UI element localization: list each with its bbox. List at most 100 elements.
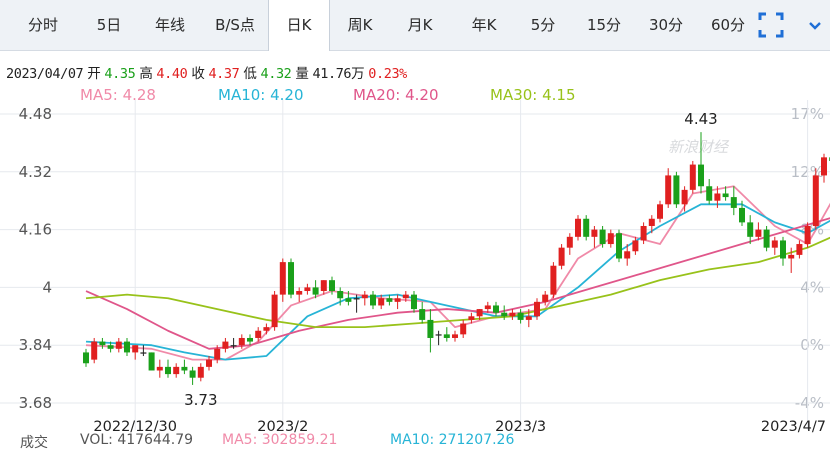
y-tick-label: 3.84	[19, 336, 52, 354]
change-value: 0.23%	[368, 66, 407, 82]
candle-body	[591, 229, 598, 237]
candle-body	[460, 323, 467, 335]
candle-body	[640, 225, 647, 241]
candle-body	[648, 218, 655, 226]
candlestick-chart[interactable]: 4.48 17%4.32 12%4.16 8%4 4%3.84 0%3.68 -4%2022…	[0, 100, 830, 443]
candle-body	[739, 207, 745, 223]
candle-body	[329, 280, 335, 292]
candle-body	[714, 193, 721, 201]
candle-body	[279, 262, 286, 295]
tab-4[interactable]: 日K	[268, 0, 330, 51]
candle-body	[296, 291, 303, 295]
candle-body	[206, 359, 212, 367]
high-label: 高	[139, 66, 153, 82]
candle-body	[517, 312, 524, 320]
candle-body	[370, 294, 376, 306]
volume-legend-title: 成交	[20, 435, 48, 451]
candle-body	[550, 265, 557, 295]
quote-summary: 2023/04/07 开 4.35 高 4.40 收 4.37 低 4.32 量 41.76万 0.2…	[6, 62, 411, 82]
tab-more[interactable]	[800, 0, 830, 50]
candle-body	[755, 229, 762, 237]
volume-legend: 成交 VOL: 417644.79 MA5: 302859.21 MA10: 2…	[0, 432, 830, 451]
candle-body	[197, 366, 204, 378]
tab-11[interactable]: 60分	[710, 16, 746, 34]
candle-body	[821, 157, 827, 176]
tab-7[interactable]: 年K	[471, 16, 497, 34]
candle-body	[214, 348, 221, 360]
quote-date: 2023/04/07	[6, 66, 84, 82]
candle-body	[804, 225, 811, 245]
candle-body	[689, 164, 696, 190]
tab-1[interactable]: 5日	[96, 16, 122, 34]
tab-6[interactable]: 月K	[407, 16, 433, 34]
candle-body	[763, 229, 770, 248]
candle-body	[181, 366, 188, 371]
candle-body	[698, 164, 704, 187]
candle-body	[788, 254, 795, 259]
ma5-line	[85, 185, 830, 361]
candle-body	[443, 334, 450, 338]
candle-body	[542, 294, 549, 302]
candle-body	[493, 305, 499, 313]
candle-body	[771, 240, 778, 248]
candle-body	[599, 229, 606, 245]
price-annotation: 3.73	[184, 391, 217, 409]
x-tick-label: 2023/2	[257, 419, 308, 435]
fullscreen-icon[interactable]	[757, 11, 785, 39]
candle-body	[632, 240, 639, 252]
candle-body	[402, 294, 409, 299]
volume-legend-ma10: MA10: 271207.26	[390, 432, 515, 448]
candle-body	[378, 298, 385, 306]
price-annotation: 4.43	[684, 110, 717, 128]
tab-2[interactable]: 年线	[154, 16, 185, 34]
candle-body	[107, 345, 114, 349]
candle-body	[427, 319, 434, 338]
low-value: 4.32	[260, 66, 292, 82]
tab-9[interactable]: 15分	[586, 16, 622, 34]
candle-body	[657, 204, 663, 219]
y-tick-label: 4.32	[19, 163, 52, 181]
tab-8[interactable]: 5分	[530, 16, 556, 34]
watermark: 新浪财经	[668, 138, 730, 156]
candle-body	[575, 218, 581, 237]
ma10-legend: MA10: 4.20	[218, 86, 304, 104]
tab-5[interactable]: 周K	[347, 16, 373, 34]
candle-body	[476, 309, 483, 317]
volume-label: 量	[295, 66, 309, 82]
y-tick-label: 4	[42, 278, 52, 296]
y-tick-label: 4.16	[19, 221, 52, 239]
candle-body	[566, 236, 573, 248]
candle-body	[525, 316, 532, 320]
ma30-line	[85, 236, 830, 329]
candle-body	[222, 341, 229, 349]
tab-0[interactable]: 分时	[27, 16, 58, 34]
candle-body	[665, 175, 672, 205]
candle-body	[189, 370, 196, 378]
candle-body	[140, 352, 147, 354]
candle-body	[706, 186, 713, 201]
candle-body	[534, 301, 540, 317]
candle-body	[616, 233, 622, 259]
candle-body	[99, 341, 106, 346]
candle-body	[230, 345, 237, 347]
close-label: 收	[191, 66, 205, 82]
tab-10[interactable]: 30分	[648, 16, 684, 34]
candle-body	[124, 341, 130, 353]
open-label: 开	[87, 66, 101, 82]
candle-body	[607, 233, 614, 245]
y-tick-label: 3.68	[19, 394, 52, 412]
candle-body	[484, 305, 491, 310]
ma20-line	[85, 217, 830, 350]
open-value: 4.35	[104, 66, 136, 82]
candle-body	[780, 240, 786, 259]
candle-body	[173, 366, 180, 375]
x-tick-label: 2023/4/7	[761, 419, 826, 435]
low-label: 低	[243, 66, 257, 82]
tab-3[interactable]: B/S点	[215, 16, 255, 34]
pct-tick-label: -4%	[795, 394, 824, 412]
candle-body	[312, 287, 319, 295]
ma30-legend: MA30: 4.15	[490, 86, 576, 104]
volume-legend-vol: VOL: 417644.79	[80, 432, 194, 448]
candle-body	[509, 312, 516, 317]
ma20-legend: MA20: 4.20	[353, 86, 439, 104]
